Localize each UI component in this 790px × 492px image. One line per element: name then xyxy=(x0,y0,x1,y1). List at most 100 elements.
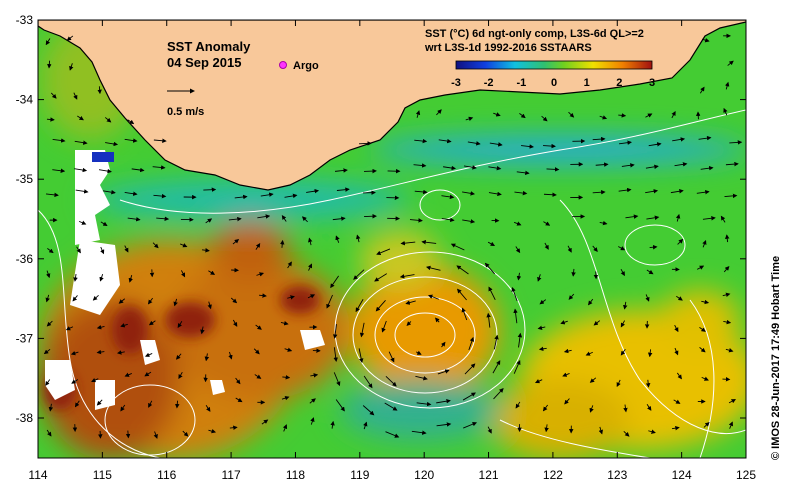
current-vector xyxy=(353,269,365,280)
current-vector xyxy=(564,398,570,405)
current-vector xyxy=(560,320,568,325)
current-vector xyxy=(362,405,375,416)
anomaly-patches xyxy=(40,20,746,458)
colorbar-tick-label: 3 xyxy=(649,77,655,89)
current-vectors xyxy=(43,33,743,439)
current-vector xyxy=(465,116,474,122)
current-vector xyxy=(98,168,112,174)
current-vector xyxy=(436,109,442,116)
current-vector xyxy=(671,425,680,431)
lon-tick-label: 123 xyxy=(607,468,627,482)
current-vector xyxy=(229,425,238,430)
current-vector xyxy=(562,372,570,377)
current-vector xyxy=(728,421,734,429)
current-vector xyxy=(592,189,606,195)
current-vector xyxy=(96,349,105,355)
current-vector xyxy=(148,320,156,326)
current-vector xyxy=(78,220,87,225)
current-vector xyxy=(676,372,682,380)
current-vector xyxy=(593,320,601,326)
current-vector xyxy=(309,398,316,404)
current-vector xyxy=(105,141,119,147)
colorbar xyxy=(455,60,653,70)
lon-tick-label: 124 xyxy=(672,468,692,482)
current-vector xyxy=(228,216,242,222)
current-vector xyxy=(201,248,210,253)
current-vector xyxy=(175,400,180,409)
current-vector xyxy=(646,215,660,220)
credit-text: © IMOS 28-Jun-2017 17:49 Hobart Time xyxy=(770,256,782,460)
vector-scale-label: 0.5 m/s xyxy=(167,106,204,118)
current-vector xyxy=(235,377,241,385)
current-vector xyxy=(153,193,167,199)
current-vector xyxy=(589,377,597,383)
current-vector xyxy=(385,431,400,438)
current-vector xyxy=(723,319,732,325)
current-vector xyxy=(175,353,182,360)
current-vector xyxy=(595,162,609,167)
current-vector xyxy=(400,240,416,246)
current-vector xyxy=(259,293,267,298)
current-vector xyxy=(696,265,705,270)
current-vector xyxy=(645,294,650,302)
current-vector xyxy=(91,378,99,383)
current-vector xyxy=(441,217,455,223)
current-vector xyxy=(45,379,51,386)
current-vector xyxy=(48,403,54,412)
current-vector xyxy=(310,373,319,378)
current-vector xyxy=(645,379,651,388)
current-vector xyxy=(124,191,138,196)
current-vector xyxy=(43,348,51,355)
current-vector xyxy=(673,399,681,404)
current-vector xyxy=(544,242,549,250)
current-vector xyxy=(487,426,492,434)
current-vector xyxy=(156,216,170,222)
current-vector xyxy=(625,214,639,219)
colorbar-tick-label: 0 xyxy=(551,77,557,89)
colorbar-tick-label: -3 xyxy=(451,77,461,89)
current-vector xyxy=(71,379,79,384)
current-vector xyxy=(699,86,705,94)
current-vector xyxy=(620,268,625,277)
current-vector xyxy=(284,347,293,352)
current-vector xyxy=(74,400,80,408)
current-vector xyxy=(436,398,451,404)
current-vector xyxy=(724,81,730,90)
lat-tick-label: -34 xyxy=(16,93,34,107)
current-vector xyxy=(618,113,627,118)
current-vector xyxy=(384,402,398,411)
current-vector xyxy=(599,115,608,120)
current-vector xyxy=(376,248,391,255)
current-vector xyxy=(284,193,298,199)
current-vector xyxy=(434,317,440,323)
current-vector xyxy=(100,246,105,255)
current-vector xyxy=(46,117,55,122)
current-vector xyxy=(415,375,428,381)
lon-tick-label: 122 xyxy=(543,468,563,482)
current-vector xyxy=(592,136,606,142)
current-vector xyxy=(515,401,521,409)
current-vector xyxy=(256,272,265,277)
current-vector xyxy=(358,348,364,363)
lat-tick-label: -33 xyxy=(16,13,34,27)
current-vector xyxy=(301,216,308,223)
current-vector xyxy=(589,405,594,413)
current-vector xyxy=(519,112,526,119)
current-vector xyxy=(416,401,432,407)
current-vector xyxy=(437,369,450,375)
current-vector xyxy=(515,246,521,254)
current-vector xyxy=(489,142,503,147)
current-vector xyxy=(698,135,712,141)
current-vector xyxy=(46,429,52,437)
current-vector xyxy=(332,216,346,221)
current-vector xyxy=(375,300,386,312)
current-vector xyxy=(701,376,709,381)
current-vector xyxy=(332,324,338,339)
current-vector xyxy=(74,140,88,145)
current-vector xyxy=(618,246,626,251)
current-vector xyxy=(47,248,54,254)
current-vector xyxy=(148,400,153,408)
current-vector xyxy=(102,189,116,195)
lon-tick-label: 114 xyxy=(28,468,47,482)
